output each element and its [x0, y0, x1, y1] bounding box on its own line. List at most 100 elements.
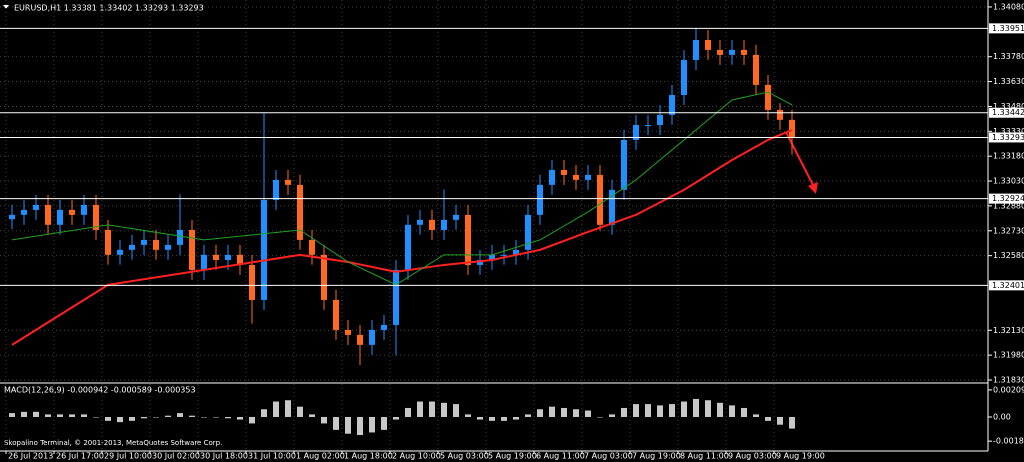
candle-body	[369, 329, 375, 345]
candle-body	[57, 209, 63, 225]
y-tick-label: 1.33180	[993, 152, 1024, 161]
bar	[129, 416, 135, 421]
bar	[345, 416, 351, 434]
candle-body	[273, 179, 279, 200]
candle-body	[729, 49, 735, 55]
bar	[201, 416, 207, 418]
bar	[441, 402, 447, 417]
arrow-shaft	[785, 131, 815, 188]
menu-arrow	[3, 5, 9, 9]
candle-body	[693, 39, 699, 61]
candle-body	[129, 244, 135, 250]
y-tick-label: 1.33480	[993, 102, 1024, 111]
x-tick-label: 2 Aug 10:00	[392, 452, 441, 461]
candle-body	[69, 209, 75, 215]
level-label: 1.33951	[992, 24, 1024, 33]
level-label: 1.32401	[992, 281, 1024, 290]
candle-body	[9, 214, 15, 220]
bar	[369, 416, 375, 433]
candle-body	[633, 125, 639, 140]
candle-body	[477, 259, 483, 265]
candle-body	[33, 204, 39, 210]
candle-body	[405, 224, 411, 270]
bar	[45, 414, 51, 417]
bar	[153, 416, 159, 418]
bar	[225, 416, 231, 419]
candle-body	[705, 39, 711, 50]
bar	[57, 414, 63, 417]
x-tick-label: 26 Jul 17:00	[56, 452, 104, 461]
bar	[213, 416, 219, 418]
y-tick-label: 1.33330	[993, 127, 1024, 136]
candle-body	[141, 239, 147, 245]
level-label: 1.33442	[992, 108, 1024, 117]
x-tick-label: 8 Aug 11:00	[680, 452, 729, 461]
y-tick-label: 1.33030	[993, 177, 1024, 186]
trend-arrow	[785, 131, 818, 194]
bar	[465, 414, 471, 417]
candle-body	[561, 169, 567, 175]
candle-body	[249, 264, 255, 300]
bar	[573, 409, 579, 417]
bar	[561, 407, 567, 417]
bar	[21, 411, 27, 417]
candle-body	[777, 109, 783, 120]
y-tick-label: 0.00	[993, 412, 1011, 421]
moving-average	[11, 129, 793, 346]
y-tick-label: 1.32730	[993, 226, 1024, 235]
bar	[597, 416, 603, 418]
bar	[381, 416, 387, 430]
footer: Skopalino Terminal, © 2001-2013, MetaQuo…	[4, 439, 222, 447]
moving-average	[11, 91, 793, 286]
bar	[681, 401, 687, 417]
candle-body	[549, 169, 555, 185]
candle-body	[669, 95, 675, 115]
bar	[789, 416, 795, 429]
candle-body	[489, 254, 495, 260]
candle-body	[237, 254, 243, 265]
bar	[777, 416, 783, 425]
level-label-box	[989, 280, 1024, 291]
candle-body	[309, 239, 315, 255]
bar	[297, 406, 303, 417]
bar	[729, 405, 735, 417]
y-tick-label: 0.002099	[993, 385, 1024, 394]
candle-body	[429, 219, 435, 230]
y-tick-label: 1.32580	[993, 251, 1024, 260]
candle-body	[225, 254, 231, 260]
candle-body	[321, 254, 327, 300]
bar	[741, 407, 747, 417]
x-tick-label: 31 Jul 10:00	[248, 452, 296, 461]
bar	[585, 410, 591, 417]
y-tick-label: 1.32880	[993, 201, 1024, 210]
bar	[357, 416, 363, 436]
y-tick-label: 1.31980	[993, 351, 1024, 360]
candle-body	[81, 204, 87, 215]
bar	[537, 409, 543, 417]
chart-title: EURUSD,H1 1.33381 1.33402 1.33293 1.3329…	[14, 4, 204, 13]
candle-body	[597, 174, 603, 225]
bar	[93, 416, 99, 418]
bar	[489, 416, 495, 421]
candle-body	[657, 114, 663, 126]
candle-body	[645, 125, 651, 127]
candle-body	[201, 254, 207, 270]
x-tick-label: 5 Aug 19:00	[488, 452, 537, 461]
candle-body	[441, 219, 447, 230]
candle-body	[345, 329, 351, 335]
candle-body	[177, 229, 183, 245]
bar	[429, 401, 435, 417]
candle-body	[621, 139, 627, 190]
level-label-box	[989, 107, 1024, 118]
candle-body	[717, 49, 723, 55]
bar	[105, 416, 111, 421]
x-tick-label: 9 Aug 19:00	[776, 452, 825, 461]
bar	[81, 414, 87, 417]
bar	[765, 416, 771, 421]
level-label-box	[989, 23, 1024, 34]
bar	[549, 406, 555, 417]
x-tick-label: 26 Jul 2013	[8, 452, 53, 461]
indicator-title: MACD(12,26,9) -0.000942 -0.000589 -0.000…	[4, 386, 196, 395]
x-tick-label: 1 Aug 18:00	[344, 452, 393, 461]
